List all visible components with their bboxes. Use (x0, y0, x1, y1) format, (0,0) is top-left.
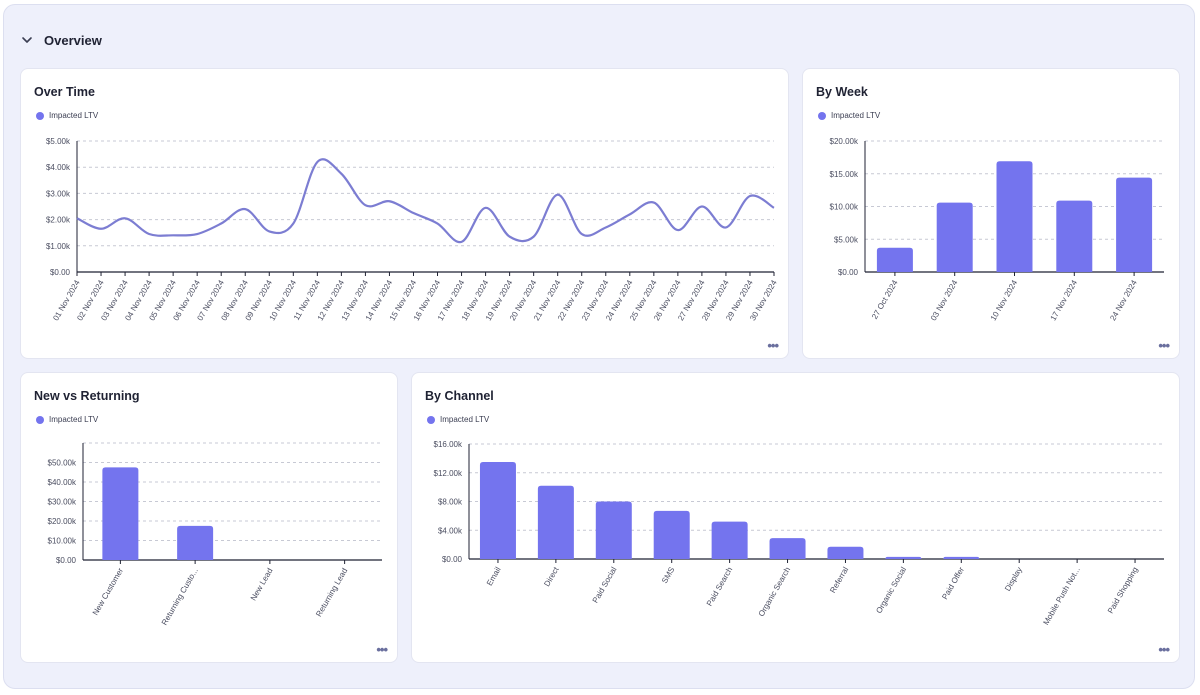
bar (595, 501, 632, 559)
more-options-icon[interactable]: ••• (376, 642, 388, 657)
y-tick-label: $12.00k (434, 469, 463, 478)
bar (943, 556, 980, 559)
by-channel-card: By Channel Impacted LTV $0.00 $4.00k $8.00… (411, 372, 1180, 663)
x-tick-label: Mobile Push Not... (1041, 566, 1081, 627)
y-tick-label: $16.00k (434, 440, 463, 449)
legend-label: Impacted LTV (440, 415, 490, 424)
x-tick-label: Paid Social (591, 565, 619, 604)
over-time-card: Over Time Impacted LTV $0.00 $1.00k $2.00k… (20, 68, 789, 359)
legend: Impacted LTV (427, 415, 489, 424)
x-tick-label: 27 Oct 2024 (870, 278, 900, 321)
legend-label: Impacted LTV (831, 111, 881, 120)
x-tick-label: Display (1003, 566, 1024, 593)
y-tick-label: $4.00k (438, 526, 463, 535)
bar (1056, 200, 1093, 272)
bar (827, 546, 864, 559)
y-tick-label: $20.00k (830, 137, 859, 146)
legend: Impacted LTV (36, 415, 98, 424)
y-tick-label: $20.00k (48, 517, 77, 526)
legend-swatch (818, 111, 826, 120)
x-tick-label: 17 Nov 2024 (1049, 278, 1080, 322)
y-tick-label: $8.00k (438, 498, 463, 507)
y-tick-label: $50.00k (48, 459, 77, 468)
legend-swatch (36, 415, 44, 424)
x-tick-label: Paid Shopping (1106, 566, 1140, 616)
legend-label: Impacted LTV (49, 415, 99, 424)
x-tick-label: 24 Nov 2024 (1108, 278, 1139, 322)
bar (479, 461, 516, 559)
card-title: By Channel (425, 389, 494, 403)
y-tick-label: $0.00 (50, 268, 71, 277)
y-tick-label: $2.00k (46, 216, 71, 225)
bar (653, 510, 690, 559)
bar (996, 161, 1033, 272)
y-tick-label: $10.00k (48, 537, 77, 546)
x-tick-label: Paid Offer (940, 565, 966, 601)
x-tick-label: SMS (660, 566, 676, 586)
legend-swatch (427, 415, 435, 424)
by-week-card: By Week Impacted LTV $0.00 $5.00k $10.00k $… (802, 68, 1180, 359)
card-title: By Week (816, 85, 868, 99)
section-title: Overview (44, 32, 102, 48)
new-vs-returning-chart: $0.00 $10.00k $20.00k $30.00k $40.00k $50.00k… (48, 442, 382, 627)
new-vs-returning-card: New vs Returning Impacted LTV $0.00 $10.0… (20, 372, 398, 663)
y-tick-label: $5.00k (834, 235, 859, 244)
bar (936, 202, 973, 272)
bar (177, 525, 214, 560)
chevron-down-icon (20, 33, 34, 47)
x-tick-label: New Lead (249, 567, 275, 603)
bar (102, 467, 139, 560)
x-tick-label: Direct (542, 565, 561, 588)
x-tick-label: Email (485, 565, 503, 587)
by-week-chart: $0.00 $5.00k $10.00k $15.00k $20.00k 27 Oct 2… (830, 137, 1164, 322)
y-tick-label: $40.00k (48, 478, 77, 487)
y-tick-label: $0.00 (56, 556, 77, 565)
x-tick-label: Organic Social (874, 565, 908, 615)
more-options-icon[interactable]: ••• (1158, 338, 1170, 353)
y-tick-label: $0.00 (838, 268, 859, 277)
y-tick-label: $3.00k (46, 189, 71, 198)
x-tick-label: 10 Nov 2024 (989, 278, 1020, 322)
x-tick-label: New Customer (91, 566, 125, 617)
y-tick-label: $1.00k (46, 242, 71, 251)
y-tick-label: $30.00k (48, 498, 77, 507)
series-line (76, 158, 775, 244)
x-tick-label: Referral (828, 565, 850, 594)
bar (876, 247, 913, 272)
legend: Impacted LTV (36, 111, 98, 120)
x-tick-label: Paid Search (705, 566, 735, 608)
x-tick-label: Organic Search (757, 566, 793, 619)
more-options-icon[interactable]: ••• (1158, 642, 1170, 657)
bar (769, 538, 806, 559)
x-tick-label: 03 Nov 2024 (929, 278, 960, 322)
card-title: Over Time (34, 85, 95, 99)
legend: Impacted LTV (818, 111, 880, 120)
x-tick-label: Returning Custo... (160, 567, 200, 627)
y-tick-label: $10.00k (830, 203, 859, 212)
y-tick-label: $15.00k (830, 170, 859, 179)
bar (537, 485, 574, 559)
by-channel-chart: $0.00 $4.00k $8.00k $12.00k $16.00k Email Dire… (434, 440, 1164, 627)
bar (1116, 177, 1153, 272)
legend-swatch (36, 111, 44, 120)
overview-section-toggle[interactable]: Overview (20, 29, 102, 51)
card-title: New vs Returning (34, 389, 140, 403)
x-tick-label: Returning Lead (314, 567, 349, 619)
bar (711, 521, 748, 559)
legend-label: Impacted LTV (49, 111, 99, 120)
y-tick-label: $0.00 (442, 555, 463, 564)
y-tick-label: $4.00k (46, 163, 71, 172)
bar (885, 556, 922, 559)
more-options-icon[interactable]: ••• (767, 338, 779, 353)
y-tick-label: $5.00k (46, 137, 71, 146)
